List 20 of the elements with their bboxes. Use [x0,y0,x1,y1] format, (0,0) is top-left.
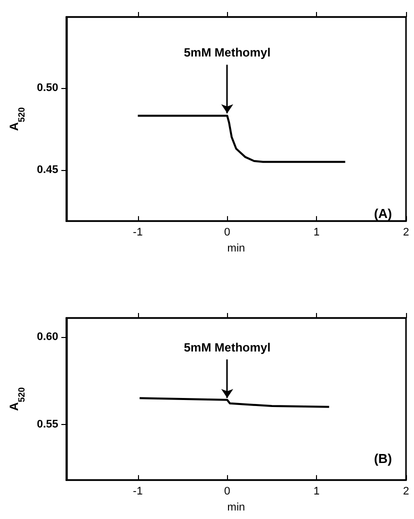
x-tick-label: 2 [402,226,410,239]
y-tick-label: 0.45 [36,164,58,176]
y-tick-label: 0.55 [36,418,58,430]
x-tick-label: 0 [224,226,230,239]
y-axis-title: A520 [7,107,26,131]
x-axis-title: min [227,242,246,254]
y-tick-label: 0.60 [36,331,58,344]
annotation: (A) [374,206,392,221]
x-axis-title: min [227,502,246,514]
x-tick-label: 1 [314,226,320,239]
x-tick-label: -1 [132,226,143,239]
x-tick-label: -1 [132,486,143,498]
x-tick-label: 2 [402,486,410,498]
annotation: 5mM Methomyl [184,46,271,60]
y-tick-label: 0.50 [36,82,58,94]
annotation: 5mM Methomyl [184,340,271,354]
x-tick-label: 0 [224,486,230,498]
y-axis-title: A520 [7,387,26,411]
annotation: (B) [374,451,392,466]
x-tick-label: 1 [314,486,320,498]
